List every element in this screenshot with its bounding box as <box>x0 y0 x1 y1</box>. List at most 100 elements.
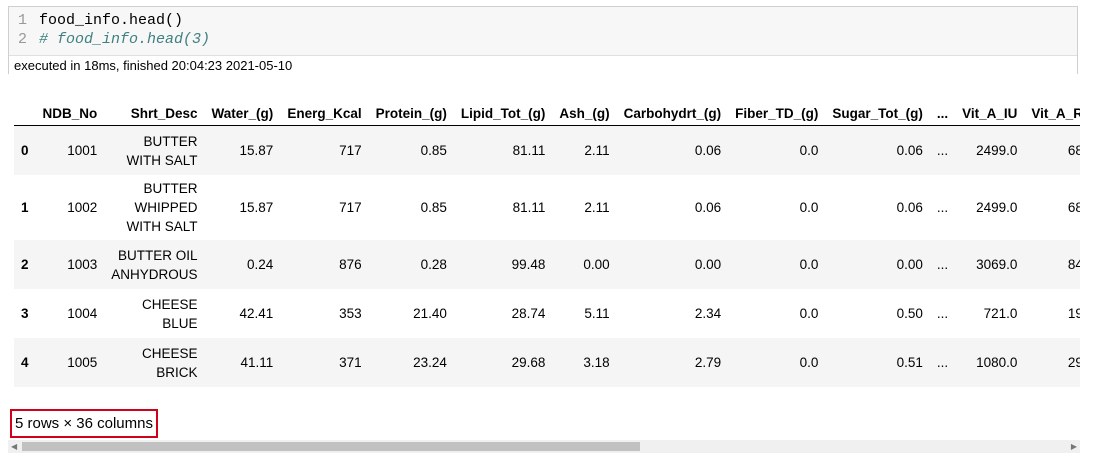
table-cell: 371 <box>339 355 362 370</box>
table-row: 2 1003 BUTTER OIL ANHYDROUS 0.24 876 0.28 99.4… <box>14 240 1080 289</box>
table-cell: 0.00 <box>896 257 923 272</box>
table-cell: 0.06 <box>694 143 722 158</box>
table-cell: 721.0 <box>983 306 1018 321</box>
table-cell: ... <box>936 143 949 158</box>
row-index: 2 <box>21 257 29 272</box>
table-cell: 29.68 <box>511 355 546 370</box>
line-number: 2 <box>17 31 27 48</box>
column-header: Shrt_Desc <box>104 96 205 126</box>
table-cell: 3069.0 <box>976 257 1018 272</box>
table-cell: 1004 <box>67 306 98 321</box>
header-row: NDB_No Shrt_Desc Water_(g) Energ_Kcal Protei… <box>14 96 1080 126</box>
line-number: 1 <box>17 12 27 29</box>
output-area: NDB_No Shrt_Desc Water_(g) Energ_Kcal Protei… <box>14 96 1080 400</box>
table-cell: 3.18 <box>583 355 610 370</box>
scroll-right[interactable]: ▶ <box>1070 442 1077 451</box>
code-cell[interactable]: 1 food_info.head() 2 # food_info.head(3)… <box>8 6 1078 75</box>
table-row: 1 1002 BUTTER WHIPPED WITH SALT 15.87 717 0.8… <box>14 175 1080 240</box>
table-cell: 2499.0 <box>976 200 1018 215</box>
table-cell: 2.79 <box>694 355 722 370</box>
table-body: 0 1001 BUTTER WITH SALT 15.87 717 0.85 81.11 2.… <box>14 125 1080 387</box>
table-cell: 840.0 <box>1067 257 1080 272</box>
table-cell: 0.06 <box>694 200 722 215</box>
table-cell: 0.0 <box>799 143 819 158</box>
table-cell: 0.0 <box>799 257 819 272</box>
table-cell: 81.11 <box>512 143 546 158</box>
table-cell: 1001 <box>67 143 98 158</box>
scroll-thumb[interactable] <box>22 442 640 451</box>
table-cell: BUTTER WHIPPED WITH SALT <box>126 181 198 234</box>
row-index: 0 <box>21 143 29 158</box>
table-cell: 15.87 <box>239 143 274 158</box>
table-cell: 81.11 <box>512 200 546 215</box>
code-editor[interactable]: 1 food_info.head() 2 # food_info.head(3) <box>9 11 1077 49</box>
table-cell: 0.24 <box>247 257 274 272</box>
row-index: 3 <box>21 306 29 321</box>
table-cell: 0.85 <box>420 200 447 215</box>
table-cell: 15.87 <box>239 200 274 215</box>
column-header: Carbohydrt_(g) <box>616 96 729 126</box>
index-header <box>14 96 36 126</box>
table-cell: BUTTER OIL ANHYDROUS <box>111 247 198 282</box>
code-comment: # food_info.head(3) <box>39 31 211 48</box>
table-cell: 0.00 <box>583 257 610 272</box>
table-cell: 5.11 <box>584 306 610 321</box>
row-index: 1 <box>21 200 29 215</box>
table-cell: ... <box>936 306 949 321</box>
table-cell: 1080.0 <box>976 355 1018 370</box>
table-cell: 0.0 <box>799 200 819 215</box>
table-cell: 717 <box>339 200 362 215</box>
table-cell: 28.74 <box>511 306 546 321</box>
column-header: Lipid_Tot_(g) <box>453 96 553 126</box>
column-header: NDB_No <box>35 96 105 126</box>
table-cell: 0.06 <box>896 200 923 215</box>
table-cell: 353 <box>339 306 362 321</box>
table-cell: 41.11 <box>240 355 274 370</box>
table-cell: 2.11 <box>584 143 610 158</box>
column-header: Sugar_Tot_(g) <box>825 96 930 126</box>
execution-info: executed in 18ms, finished 20:04:23 2021… <box>9 55 1077 75</box>
table-cell: 21.40 <box>413 306 447 321</box>
table-cell: 198.0 <box>1067 306 1080 321</box>
table-cell: 292.0 <box>1067 355 1080 370</box>
table-cell: 2499.0 <box>976 143 1018 158</box>
table-cell: 1005 <box>67 355 98 370</box>
table-cell: ... <box>936 200 949 215</box>
table-cell: 0.28 <box>420 257 447 272</box>
table-cell: 684.0 <box>1067 200 1080 215</box>
table-cell: 99.48 <box>511 257 546 272</box>
table-cell: 1002 <box>67 200 98 215</box>
table-cell: 2.34 <box>694 306 722 321</box>
table-cell: 876 <box>339 257 362 272</box>
table-row: 0 1001 BUTTER WITH SALT 15.87 717 0.85 81.11 2.… <box>14 125 1080 175</box>
column-header: ... <box>929 96 956 126</box>
column-header: Protein_(g) <box>368 96 454 126</box>
table-cell: 0.06 <box>896 143 923 158</box>
table-cell: CHEESE BRICK <box>142 345 198 380</box>
code-text: food_info.head() <box>39 12 184 29</box>
table-cell: 23.24 <box>413 355 447 370</box>
table-row: 4 1005 CHEESE BRICK 41.11 371 23.24 29.68 3.18 2… <box>14 338 1080 387</box>
column-header: Vit_A_IU <box>955 96 1025 126</box>
table-cell: 0.0 <box>799 306 819 321</box>
code-line: 1 food_info.head() <box>9 11 1077 30</box>
column-header: Energ_Kcal <box>280 96 369 126</box>
column-header: Water_(g) <box>204 96 281 126</box>
table-cell: BUTTER WITH SALT <box>126 133 198 168</box>
column-header: Vit_A_RAE <box>1024 96 1080 126</box>
column-header: Fiber_TD_(g) <box>728 96 826 126</box>
table-cell: 2.11 <box>584 200 610 215</box>
table-cell: 0.0 <box>799 355 819 370</box>
scrollbar[interactable]: ◀ ▶ <box>8 440 1080 453</box>
row-index: 4 <box>21 355 29 370</box>
table-cell: 717 <box>339 143 362 158</box>
column-header: Ash_(g) <box>552 96 617 126</box>
table-cell: 0.50 <box>896 306 923 321</box>
code-line: 2 # food_info.head(3) <box>9 30 1077 49</box>
dataframe: NDB_No Shrt_Desc Water_(g) Energ_Kcal Protei… <box>14 96 1080 387</box>
scroll-left[interactable]: ◀ <box>11 442 18 451</box>
table-cell: ... <box>936 257 949 272</box>
table-cell: 684.0 <box>1067 143 1080 158</box>
table-head: NDB_No Shrt_Desc Water_(g) Energ_Kcal Protei… <box>14 96 1080 126</box>
